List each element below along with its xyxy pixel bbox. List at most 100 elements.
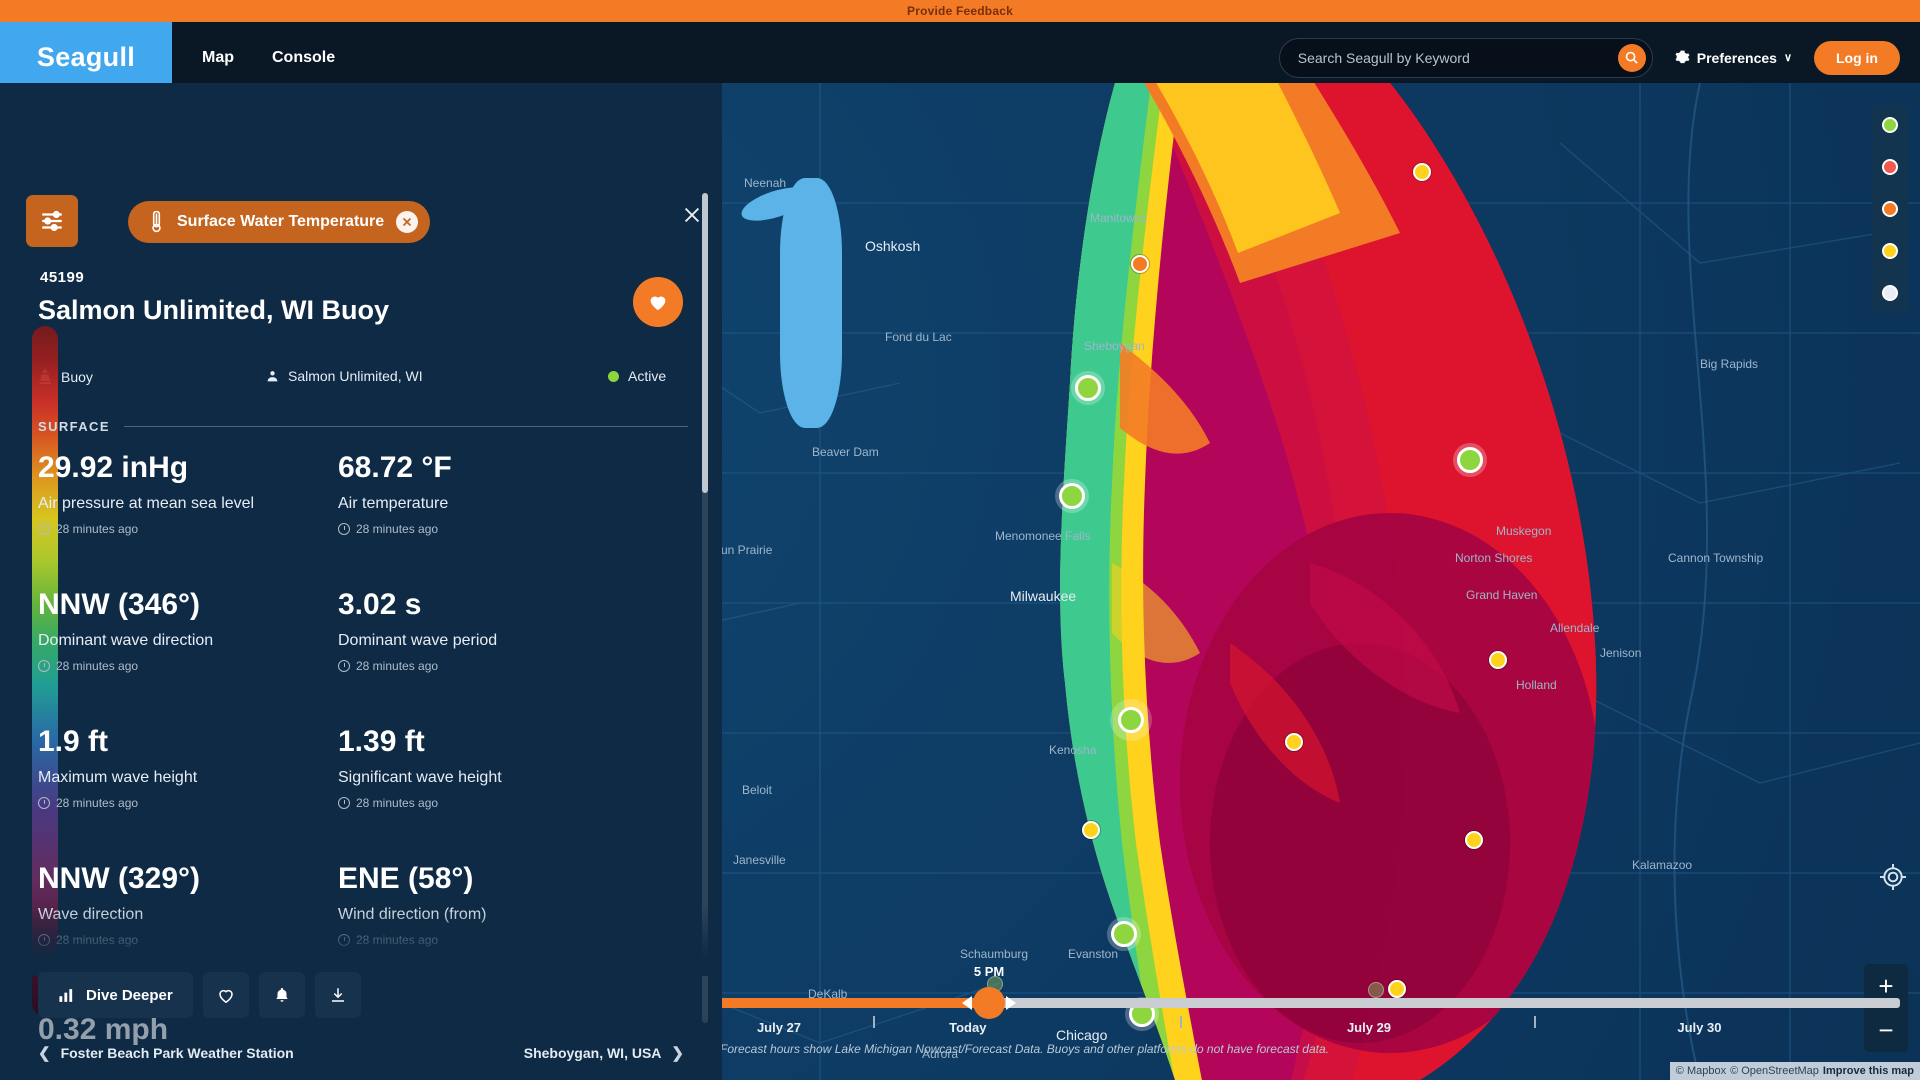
clock-icon [38,523,50,535]
nav-item-map[interactable]: Map [202,48,234,66]
city-label: Schaumburg [960,947,1029,961]
search-button[interactable] [1617,43,1646,72]
city-label: Sheboygan [1084,339,1145,353]
clock-icon [338,934,350,946]
station-marker[interactable] [1388,980,1406,998]
station-marker[interactable] [1131,255,1149,273]
metric-value: 1.9 ft [38,725,109,758]
feedback-label: Provide Feedback [907,4,1013,18]
timeline-progress-fill [720,998,990,1008]
metric-label: Wave direction [38,906,144,923]
preferences-menu[interactable]: Preferences ∨ [1675,50,1792,66]
metric-label: Air pressure at mean sea level [38,495,255,512]
timeline-step-forward-icon[interactable] [1006,996,1017,1010]
timeline-handle[interactable] [962,987,1017,1019]
metric-value: 1.39 ft [338,725,425,758]
station-pagination-footer: ❮ Foster Beach Park Weather Station Sheb… [0,1040,722,1066]
city-label: Jenison [1600,646,1642,660]
clock-icon [38,660,50,672]
timeline-tick [1180,1016,1183,1028]
city-label: Manitowoc [1090,211,1148,225]
close-icon [684,207,700,223]
selected-station-marker[interactable] [1075,375,1101,401]
timeline-track[interactable] [720,998,1900,1008]
station-marker[interactable] [1285,733,1303,751]
thermometer-icon [152,211,161,233]
brand-label: Seagull [36,42,136,72]
dive-deeper-button[interactable]: Dive Deeper [38,972,193,1018]
next-station-link[interactable]: Sheboygan, WI, USA ❯ [524,1044,684,1062]
metric-time-text: 28 minutes ago [356,659,439,673]
metric-time-text: 28 minutes ago [356,933,439,947]
heart-outline-icon [219,989,233,1003]
timeline-labels: July 27 Today July 29 July 30 [720,1020,1900,1040]
selected-station-marker[interactable] [1111,921,1137,947]
city-label: Beaver Dam [812,445,879,459]
active-layer-label: Surface Water Temperature [177,213,385,230]
metric-time-text: 28 minutes ago [56,933,139,947]
city-label: Beloit [742,783,773,797]
depth-section-label: SURFACE [38,419,110,434]
next-station-label: Sheboygan, WI, USA [523,1045,662,1061]
search-container[interactable] [1278,37,1653,78]
metric-card: 1.39 ft Significant wave height 28 minut… [338,725,688,810]
search-icon [1625,51,1638,64]
legend-dot-orange[interactable] [1882,201,1898,217]
improve-map-link[interactable]: Improve this map [1822,1065,1914,1077]
legend-dot-green[interactable] [1882,117,1898,133]
timeline-ghost-marker [1368,982,1384,998]
panel-scrollbar-thumb[interactable] [702,193,708,493]
forecast-timeline[interactable]: 5 PM July 27 Today July 29 July 30 i F [702,958,1900,1058]
locate-me-button[interactable] [1880,864,1906,890]
station-marker[interactable] [1413,163,1431,181]
station-marker[interactable] [1465,831,1483,849]
close-circle-icon[interactable] [396,211,419,233]
close-panel-button[interactable] [678,201,706,229]
metric-timestamp: 28 minutes ago [338,796,688,810]
station-detail-panel: Surface Water Temperature 45199 Salmon U… [0,83,722,1080]
timeline-step-back-icon[interactable] [962,996,973,1010]
metric-timestamp: 28 minutes ago [338,933,688,947]
metric-value-partial: 0.32 mph [38,1013,169,1046]
download-button[interactable] [314,972,361,1018]
metric-value: 3.02 s [338,588,422,621]
page-title: Salmon Unlimited, WI Buoy [38,295,390,325]
metric-time-text: 28 minutes ago [56,796,139,810]
metric-time-text: 28 minutes ago [356,522,439,536]
timeline-track-wrap[interactable] [720,987,1900,1019]
city-label: Oshkosh [865,238,921,254]
station-marker[interactable] [1082,821,1100,839]
legend-dot-red[interactable] [1882,159,1898,175]
active-layer-chip[interactable]: Surface Water Temperature [128,201,431,243]
favorite-button[interactable] [202,972,249,1018]
station-marker[interactable] [1489,651,1507,669]
timeline-knob[interactable] [973,987,1006,1019]
provide-feedback-banner[interactable]: Provide Feedback [0,0,1920,22]
brand-logo[interactable]: Seagull [0,22,172,93]
favorite-station-button[interactable] [633,277,683,327]
nav-item-console[interactable]: Console [272,48,336,66]
alert-button[interactable] [258,972,305,1018]
login-button[interactable]: Log in [1814,40,1900,75]
gear-icon [1675,50,1690,64]
panel-scrollbar-track[interactable] [702,193,708,1023]
previous-station-link[interactable]: ❮ Foster Beach Park Weather Station [38,1044,294,1062]
chart-icon [59,988,73,1002]
clock-icon [38,797,50,809]
legend-dot-white[interactable] [1882,285,1898,301]
metric-time-text: 28 minutes ago [356,796,439,810]
map-legend-panel[interactable] [1872,105,1908,313]
search-input[interactable] [1297,49,1618,66]
selected-station-marker[interactable] [1059,483,1085,509]
layers-button[interactable] [26,195,78,247]
selected-station-marker[interactable] [1457,447,1483,473]
timeline-label-today: Today [949,1020,987,1035]
mapbox-attribution[interactable]: © Mapbox [1675,1065,1727,1077]
zoom-out-button[interactable]: − [1864,1008,1908,1052]
metric-label: Significant wave height [338,769,502,786]
selected-station-marker[interactable] [1118,707,1144,733]
legend-dot-yellow[interactable] [1882,243,1898,259]
zoom-in-button[interactable]: + [1864,964,1908,1008]
osm-attribution[interactable]: © OpenStreetMap [1730,1065,1819,1077]
city-label: Janesville [733,853,786,867]
